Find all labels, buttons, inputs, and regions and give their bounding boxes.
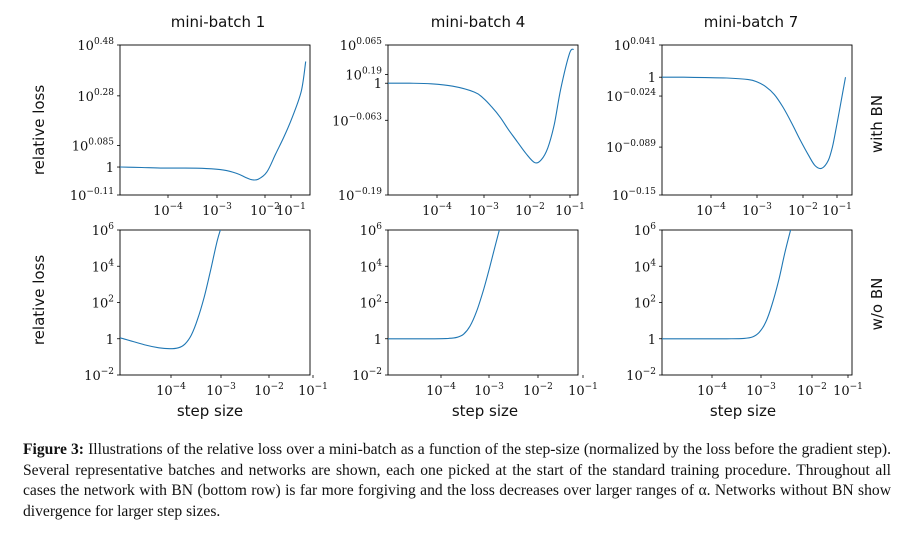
y-tick-label: 100.065	[340, 37, 383, 54]
y-tick-label: 100.19	[345, 66, 382, 83]
axes-frame	[387, 229, 579, 376]
y-tick-label: 104	[360, 258, 383, 275]
x-tick-label: 10−1	[276, 202, 306, 219]
y-axis-labels: relative loss relative loss	[30, 85, 48, 346]
y-tick-label: 106	[360, 222, 383, 239]
panel-4: 106 104 102 1 10−2 10−4 10−3 10−2 10−1	[84, 222, 328, 399]
x-tick-label: 10−4	[697, 382, 727, 399]
axes-frame	[661, 44, 853, 196]
y-tick-label: 10−0.15	[612, 187, 656, 204]
x-tick-label: 10−2	[515, 202, 545, 219]
x-tick-label: 10−4	[426, 382, 456, 399]
loss-curve	[388, 230, 500, 340]
panel-5: 106 104 102 1 10−2 10−4 10−3 10−2 10−1	[352, 222, 598, 399]
y-tick-label: 10−0.11	[70, 187, 114, 204]
x-tick-label: 10−3	[206, 382, 236, 399]
y-tick-label: 1	[374, 333, 382, 348]
axes-frame	[661, 229, 853, 376]
x-tick-label: 10−1	[822, 202, 852, 219]
y-tick-label: 1	[106, 333, 114, 348]
column-titles: mini-batch 1 mini-batch 4 mini-batch 7	[171, 13, 799, 31]
x-tick-label: 10−2	[523, 382, 553, 399]
x-tick-label: 10−4	[696, 202, 726, 219]
y-axis-label-top: relative loss	[30, 85, 48, 176]
column-title-2: mini-batch 4	[431, 13, 526, 31]
loss-curve	[662, 76, 847, 170]
axes-frame	[387, 44, 579, 196]
y-tick-label: 10−0.063	[332, 112, 382, 129]
y-tick-label: 10−0.19	[338, 187, 382, 204]
y-tick-label: 106	[634, 222, 657, 239]
x-axis-label-3: step size	[710, 402, 776, 420]
x-tick-label: 10−3	[469, 202, 499, 219]
x-tick-label: 10−3	[474, 382, 504, 399]
panel-1: 100.48 100.28 100.085 1 10−0.11 10−4 10−3 10−21…	[70, 37, 311, 219]
x-tick-label: 10−1	[568, 382, 598, 399]
y-tick-label: 102	[92, 295, 114, 312]
y-tick-label: 106	[92, 222, 115, 239]
y-tick-label: 10−0.024	[606, 88, 656, 105]
y-tick-label: 1	[374, 77, 382, 92]
loss-curve	[388, 48, 575, 164]
figure-caption: Figure 3: Illustrations of the relative …	[23, 440, 891, 522]
column-title-1: mini-batch 1	[171, 13, 266, 31]
y-tick-label: 102	[634, 295, 656, 312]
x-tick-label: 10−3	[742, 202, 772, 219]
y-tick-label: 1	[648, 71, 656, 86]
row-labels: with BN w/o BN	[868, 95, 886, 330]
loss-curve	[120, 230, 221, 350]
y-tick-label: 100.041	[614, 37, 656, 54]
y-tick-label: 10−2	[626, 367, 656, 384]
x-tick-label: 10−2	[250, 202, 280, 219]
caption-text: Illustrations of the relative loss over …	[23, 441, 891, 520]
y-tick-label: 10−2	[352, 367, 382, 384]
figure-grid: mini-batch 1 mini-batch 4 mini-batch 7 w…	[30, 13, 886, 420]
x-tick-label: 10−1	[833, 382, 863, 399]
x-tick-label: 10−1	[555, 202, 585, 219]
y-tick-label: 104	[92, 258, 115, 275]
x-axis-labels: step size step size step size	[177, 402, 776, 420]
loss-curve	[120, 61, 307, 181]
x-tick-label: 10−3	[202, 202, 232, 219]
panel-3: 100.041 1 10−0.024 10−0.089 10−0.15 10−4 10−3 1…	[606, 37, 853, 219]
x-tick-label: 10−4	[153, 202, 183, 219]
y-tick-label: 102	[360, 295, 382, 312]
y-tick-label: 100.085	[72, 137, 115, 154]
y-tick-label: 100.48	[77, 37, 114, 54]
x-tick-label: 10−4	[422, 202, 452, 219]
row-label-with-bn: with BN	[868, 95, 886, 153]
caption-label: Figure 3:	[23, 441, 84, 458]
x-tick-label: 10−2	[254, 382, 284, 399]
row-label-without-bn: w/o BN	[868, 278, 886, 331]
axes-frame	[119, 44, 311, 196]
y-tick-label: 104	[634, 258, 657, 275]
y-tick-label: 10−2	[84, 367, 114, 384]
column-title-3: mini-batch 7	[704, 13, 799, 31]
y-tick-label: 1	[648, 333, 656, 348]
y-tick-label: 100.28	[77, 88, 114, 105]
y-axis-label-bottom: relative loss	[30, 255, 48, 346]
loss-curve	[662, 230, 792, 340]
panel-6: 106 104 102 1 10−2 10−4 10−3 10−2 10−1	[626, 222, 863, 399]
y-tick-label: 1	[106, 161, 114, 176]
x-tick-label: 10−1	[298, 382, 328, 399]
x-axis-label-2: step size	[452, 402, 518, 420]
panel-2: 100.065 100.191 10−0.063 10−0.19 10−4 10−3 10−…	[332, 37, 585, 219]
y-tick-label: 10−0.089	[606, 139, 656, 156]
x-tick-label: 10−2	[788, 202, 818, 219]
x-tick-label: 10−2	[797, 382, 827, 399]
x-axis-label-1: step size	[177, 402, 243, 420]
x-tick-label: 10−4	[156, 382, 186, 399]
x-tick-label: 10−3	[746, 382, 776, 399]
